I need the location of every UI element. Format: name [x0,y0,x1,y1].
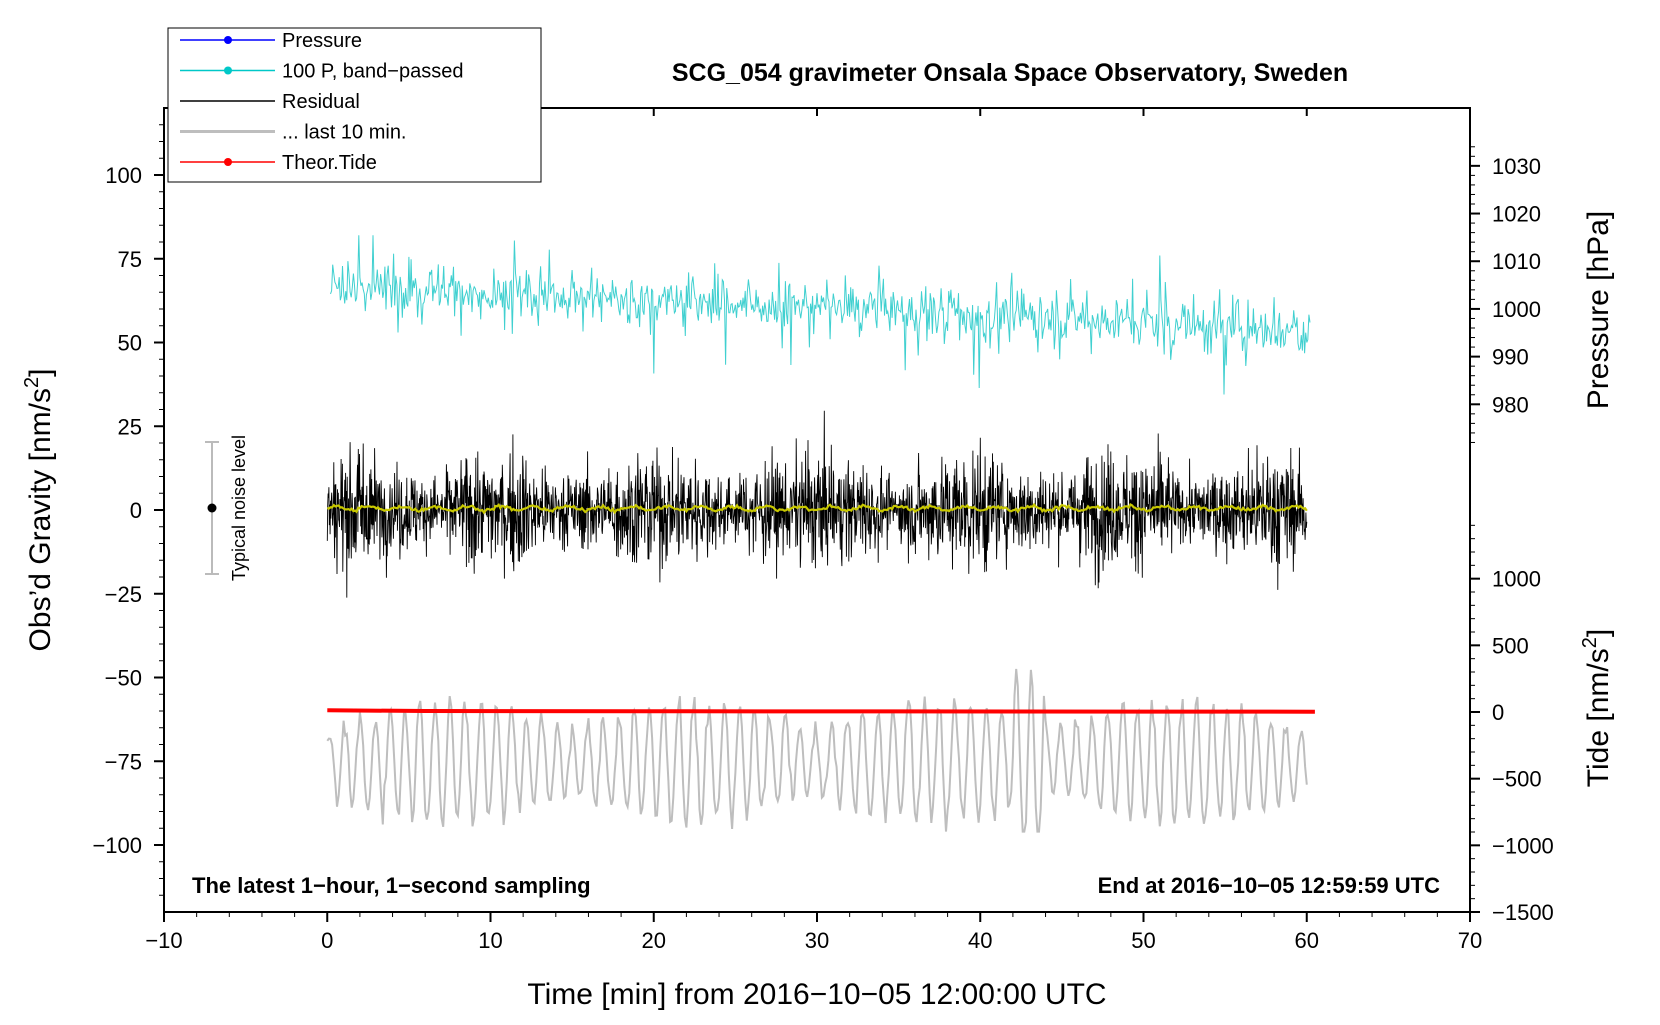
pressure-tick-label: 980 [1492,392,1529,417]
y-tick-label: 100 [105,163,142,188]
y-axis-title-tide-main: Tide [nm/s [1582,648,1615,787]
series-theoretical-tide [327,708,1315,714]
noise-level-label: Typical noise level [229,435,249,581]
legend-label: ... last 10 min. [282,122,407,144]
legend: Pressure 100 P, band−passed Residual ... la… [167,27,542,183]
pressure-tick-label: 990 [1492,345,1529,370]
x-tick-label: 60 [1295,928,1319,953]
y-tick-label: −75 [105,749,142,774]
y-axis-title-gravity-main: Obs’d Gravity [nm/s [24,388,57,651]
tide-tick-label: −1500 [1492,900,1554,925]
y-tick-label: 0 [130,498,142,523]
series-residual [326,410,1308,598]
y-tick-label: −50 [105,666,142,691]
axes-layer: −10 0 10 20 30 40 50 60 701007550250−25−50−75−10… [92,108,1554,953]
legend-marker [224,36,232,44]
legend-marker [224,66,232,75]
pressure-tick-label: 1000 [1492,297,1541,322]
legend-label: 100 P, band−passed [282,61,463,83]
tide-tick-label: −1000 [1492,833,1554,858]
series-residual-smoothed [327,502,1308,515]
x-tick-label: 50 [1131,928,1155,953]
legend-label: Residual [282,91,360,113]
tide-tick-label: 500 [1492,633,1529,658]
y-axis-title-gravity-sup: 2 [21,377,43,388]
pressure-tick-label: 1030 [1492,154,1541,179]
annotation-end-time: End at 2016−10−05 12:59:59 UTC [1098,873,1441,898]
y-axis-title-gravity-end: ] [24,369,57,377]
plot-frame [163,107,1471,913]
pressure-tick-label: 1010 [1492,249,1541,274]
x-axis-title: Time [min] from 2016−10−05 12:00:00 UTC [527,978,1106,1011]
series-pressure-band-passed [330,235,1311,395]
legend-box [167,27,542,183]
y-axis-title-tide-end: ] [1582,629,1615,637]
series-layer [326,235,1315,833]
x-tick-label: 10 [478,928,502,953]
y-axis-title-tide-sup: 2 [1579,637,1601,648]
y-tick-label: 50 [118,331,142,356]
y-tick-label: −100 [92,833,142,858]
tide-tick-label: 1000 [1492,567,1541,592]
x-tick-label: 0 [321,928,333,953]
y-axis-title-pressure: Pressure [hPa] [1582,211,1615,409]
pressure-tick-label: 1020 [1492,202,1541,227]
y-axis-title-tide: Tide [nm/s2] [1579,629,1615,787]
chart-title: SCG_054 gravimeter Onsala Space Observat… [672,59,1348,87]
x-tick-label: 70 [1458,928,1482,953]
legend-marker [224,158,232,166]
y-tick-label: 25 [118,414,142,439]
x-tick-label: −10 [145,928,182,953]
y-tick-label: 75 [118,247,142,272]
x-tick-label: 20 [642,928,666,953]
tide-tick-label: −500 [1492,767,1542,792]
y-axis-title-gravity: Obs’d Gravity [nm/s2] [21,369,57,652]
legend-label: Pressure [282,30,362,52]
tide-tick-label: 0 [1492,700,1504,725]
x-tick-label: 40 [968,928,992,953]
noise-center-dot [207,503,217,513]
series-last-10-min [326,668,1308,833]
noise-level-indicator: Typical noise level [205,435,249,581]
legend-label: Theor.Tide [282,152,377,174]
x-tick-label: 30 [805,928,829,953]
y-tick-label: −25 [105,582,142,607]
annotation-latest-hour: The latest 1−hour, 1−second sampling [192,873,591,898]
